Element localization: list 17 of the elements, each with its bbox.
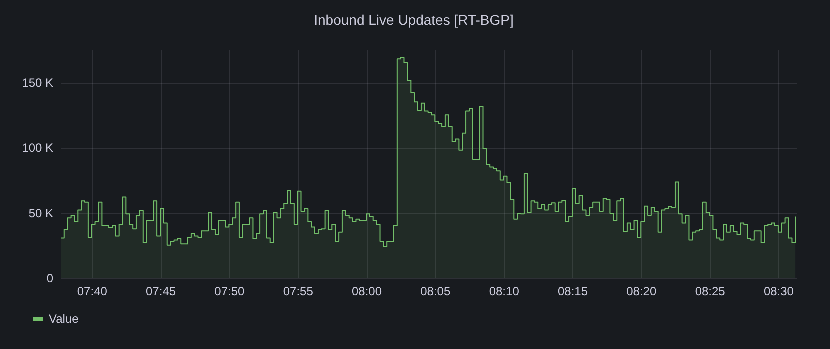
y-tick-label: 50 K (28, 206, 54, 220)
x-tick-label: 07:55 (283, 284, 314, 298)
x-tick-label: 08:30 (764, 284, 794, 298)
chart-title: Inbound Live Updates [RT-BGP] (314, 12, 514, 28)
x-tick-label: 08:25 (695, 284, 726, 298)
legend-label: Value (49, 312, 80, 326)
y-tick-label: 100 K (22, 141, 54, 156)
x-tick-label: 08:00 (352, 284, 382, 298)
x-tick-label: 08:20 (626, 284, 657, 298)
x-tick-label: 08:15 (558, 284, 588, 298)
x-tick-label: 08:05 (420, 284, 451, 298)
x-tick-label: 07:50 (214, 284, 245, 298)
x-tick-label: 08:10 (489, 284, 520, 298)
x-tick-label: 07:40 (77, 284, 108, 298)
y-tick-label: 150 K (22, 76, 54, 90)
y-tick-label: 0 (46, 272, 54, 286)
x-tick-label: 07:45 (146, 284, 176, 298)
